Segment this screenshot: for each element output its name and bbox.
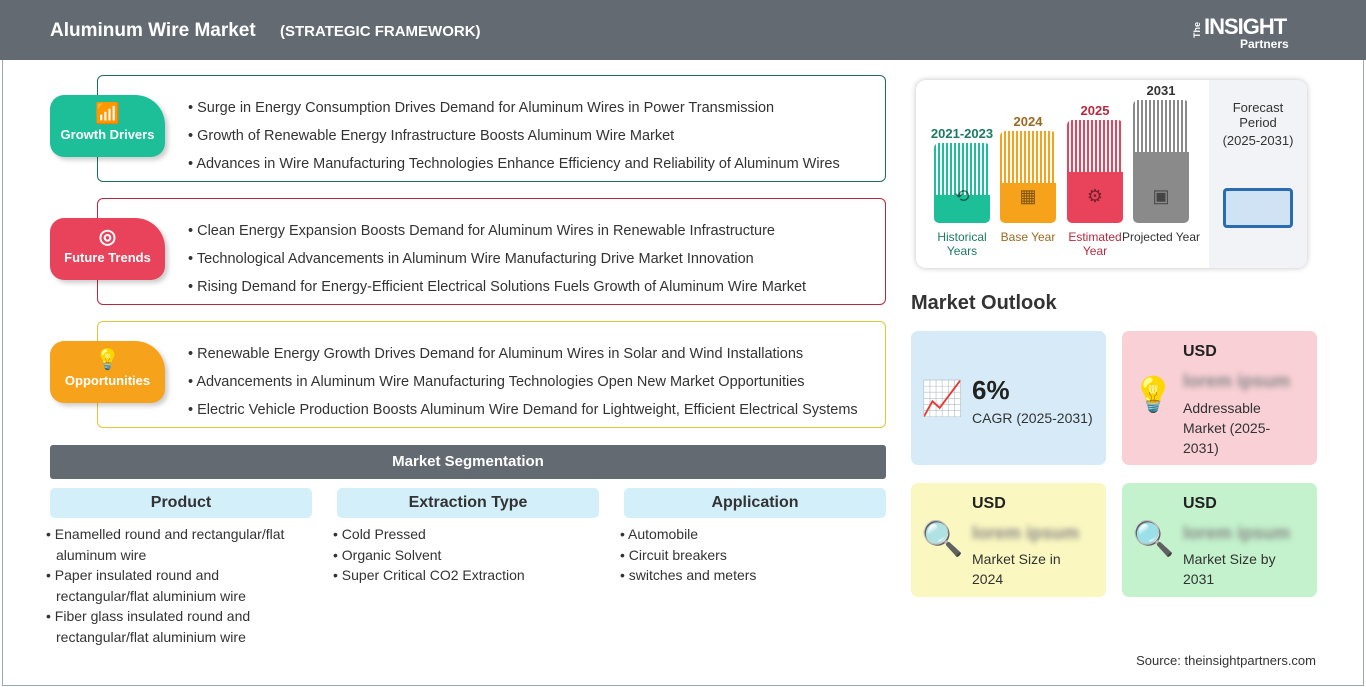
projection-board-icon: ▣ xyxy=(1152,186,1170,206)
growth-chart-icon: 📈 xyxy=(921,380,964,418)
timeline-year: 2031 xyxy=(1146,83,1176,98)
dollar-bulb-icon: 💡 xyxy=(1132,376,1175,414)
content-frame xyxy=(2,60,1364,686)
section-item: Clean Energy Expansion Boosts Demand for… xyxy=(188,217,875,245)
section-item: Technological Advancements in Aluminum W… xyxy=(188,245,875,273)
section-label: Future Trends xyxy=(64,250,151,265)
market-outlook-title: Market Outlook xyxy=(911,292,1057,314)
timeline-bar: ▦ xyxy=(1000,131,1056,223)
section-item: Advances in Wire Manufacturing Technolog… xyxy=(188,150,875,178)
section-item: Electric Vehicle Production Boosts Alumi… xyxy=(188,396,875,420)
segment-item: Super Critical CO2 Extraction xyxy=(333,565,595,586)
segment-item: Fiber glass insulated round and rectangu… xyxy=(46,606,308,647)
timeline-label: Historical Years xyxy=(937,230,987,258)
section-box-2: Renewable Energy Growth Drives Demand fo… xyxy=(97,321,886,428)
section-item: Growth of Renewable Energy Infrastructur… xyxy=(188,122,875,150)
currency: USD xyxy=(972,495,1006,512)
section-item: Renewable Energy Growth Drives Demand fo… xyxy=(188,340,875,368)
timeline-label: Projected Year xyxy=(1121,230,1201,244)
growth-chart-icon: 📶 xyxy=(95,103,120,125)
blurred-value: lorem ipsum xyxy=(972,523,1080,543)
cagr-label: CAGR (2025-2031) xyxy=(972,410,1093,426)
section-label: Growth Drivers xyxy=(60,127,155,142)
segment-item: Paper insulated round and rectangular/fl… xyxy=(46,565,308,606)
market-card: 💡 USD lorem ipsum Addressable Market (20… xyxy=(1122,331,1317,465)
source-note: Source: theinsightpartners.com xyxy=(1136,653,1316,668)
timeline-bar: ⚙ xyxy=(1067,120,1123,223)
market-card: 🔍 USD lorem ipsum Market Size in 2024 xyxy=(911,483,1106,597)
timeline-label: Base Year xyxy=(1000,230,1056,244)
segment-item: Cold Pressed xyxy=(333,524,595,545)
currency: USD xyxy=(1183,343,1217,360)
section-badge: 📶 Growth Drivers xyxy=(50,95,165,157)
forecast-title: Forecast Period xyxy=(1232,100,1284,130)
segmentation-title: Market Segmentation xyxy=(50,445,886,479)
segment-header: Extraction Type xyxy=(337,488,599,518)
segment-item: Organic Solvent xyxy=(333,545,595,566)
section-box-1: Clean Energy Expansion Boosts Demand for… xyxy=(97,198,886,305)
segment-item: Automobile xyxy=(620,524,882,545)
card-label: Addressable Market (2025-2031) xyxy=(1183,400,1271,456)
segment-item: Circuit breakers xyxy=(620,545,882,566)
timeline-bar: ⟲ xyxy=(934,143,990,223)
timeline-card: Forecast Period (2025-2031) 2021-2023 ⟲ … xyxy=(916,80,1307,268)
section-badge: 💡 Opportunities xyxy=(50,341,165,403)
section-badge: ◎ Future Trends xyxy=(50,218,165,280)
segment-item: Enamelled round and rectangular/flat alu… xyxy=(46,524,308,565)
magnifier-chart-icon: 🔍 xyxy=(921,520,964,558)
segment-header: Product xyxy=(50,488,312,518)
blurred-value: lorem ipsum xyxy=(1183,371,1291,391)
section-item: Surge in Energy Consumption Drives Deman… xyxy=(188,94,875,122)
card-label: Market Size by 2031 xyxy=(1183,551,1276,587)
blurred-value: lorem ipsum xyxy=(1183,523,1291,543)
section-label: Opportunities xyxy=(64,373,151,388)
market-card: 🔍 USD lorem ipsum Market Size by 2031 xyxy=(1122,483,1317,597)
magnifier-chart-icon: 🔍 xyxy=(1132,520,1175,558)
header-bar: Aluminum Wire Market (STRATEGIC FRAMEWOR… xyxy=(0,0,1366,60)
timeline-bar: ▣ xyxy=(1133,100,1189,223)
segment-header: Application xyxy=(624,488,886,518)
calendar-icon: ▦ xyxy=(1019,186,1037,206)
timeline-label: Estimated Year xyxy=(1068,230,1122,258)
history-clock-icon: ⟲ xyxy=(954,186,970,206)
card-label: Market Size in 2024 xyxy=(972,551,1061,587)
estimate-screen-icon: ⚙ xyxy=(1086,186,1104,206)
forecast-range: (2025-2031) xyxy=(1222,133,1294,148)
currency: USD xyxy=(1183,495,1217,512)
section-item: Advancements in Aluminum Wire Manufactur… xyxy=(188,368,875,396)
lightbulb-hand-icon: 💡 xyxy=(95,349,120,371)
page-subtitle: (STRATEGIC FRAMEWORK) xyxy=(280,23,481,40)
analytics-illustration-icon xyxy=(1223,188,1293,228)
section-box-0: Surge in Energy Consumption Drives Deman… xyxy=(97,75,886,182)
cagr-value: 6% xyxy=(972,375,1010,405)
section-item: Rising Demand for Energy-Efficient Elect… xyxy=(188,273,875,301)
timeline-year: 2024 xyxy=(1013,114,1043,129)
cagr-card: 📈 6% CAGR (2025-2031) xyxy=(911,331,1106,465)
timeline-year: 2021-2023 xyxy=(930,126,994,141)
target-icon: ◎ xyxy=(98,226,117,248)
page-title: Aluminum Wire Market xyxy=(50,20,256,41)
forecast-period: Forecast Period (2025-2031) xyxy=(1209,80,1307,268)
timeline-year: 2025 xyxy=(1080,103,1110,118)
segment-item: switches and meters xyxy=(620,565,882,586)
